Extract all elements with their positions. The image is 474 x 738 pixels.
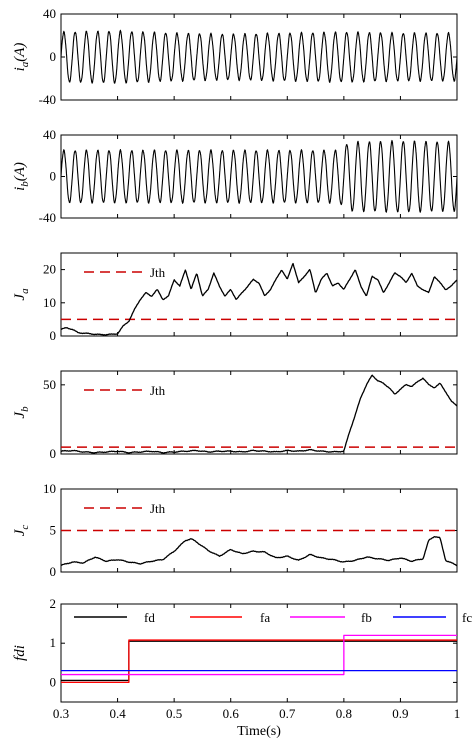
plot-frame	[60, 252, 458, 337]
plot-frame	[60, 370, 458, 455]
y-tick-label: 5	[50, 523, 57, 538]
legend: fd fa fb fc	[74, 610, 472, 625]
y-tick-label: 40	[43, 6, 56, 21]
legend-label-fc: fc	[462, 610, 472, 625]
y-tick-label: 1	[50, 635, 57, 650]
y-tick-label: 50	[43, 377, 56, 392]
chart-panel-3: 0 10 20 Ja Jth	[12, 252, 458, 343]
x-tick-label: 0.9	[392, 706, 408, 721]
y-tick-label: 0	[50, 328, 57, 343]
x-tick-label: 0.3	[53, 706, 69, 721]
legend-label-jth: Jth	[150, 265, 166, 280]
x-tick-label: 0.8	[336, 706, 352, 721]
x-tick-label: 0.6	[223, 706, 240, 721]
legend-label-fb: fb	[361, 610, 372, 625]
series-line	[61, 29, 457, 84]
chart-panel-4: 0 50 Jb Jth	[12, 370, 458, 461]
y-tick-label: 0	[50, 564, 57, 579]
y-tick-label: 2	[50, 596, 57, 611]
legend-label-jth: Jth	[150, 501, 166, 516]
y-tick-label: 10	[43, 295, 56, 310]
y-tick-label: 40	[43, 127, 56, 142]
series-line	[61, 262, 457, 336]
legend-label-jth: Jth	[150, 383, 166, 398]
y-axis-label: Jb	[12, 406, 31, 419]
y-axis-label: ib(A)	[12, 162, 31, 191]
y-axis-label: Jc	[12, 525, 31, 537]
y-axis-label: ia(A)	[12, 43, 31, 72]
y-tick-label: 0	[50, 674, 57, 689]
x-tick-label: 0.7	[279, 706, 296, 721]
y-tick-label: -40	[39, 210, 56, 225]
y-tick-label: 10	[43, 481, 56, 496]
chart-panel-1: -40 0 40 ia(A)	[12, 6, 458, 107]
x-tick-label: 0.4	[109, 706, 126, 721]
series-line	[61, 374, 457, 454]
y-tick-label: 0	[50, 49, 57, 64]
y-tick-label: 0	[50, 446, 57, 461]
legend-label-fa: fa	[260, 610, 270, 625]
chart-panel-5: 0 5 10 Jc Jth	[12, 481, 458, 579]
y-axis-label: Ja	[12, 288, 31, 301]
y-tick-label: -40	[39, 92, 56, 107]
legend-label-fd: fd	[144, 610, 155, 625]
x-axis-label: Time(s)	[237, 724, 281, 738]
series-line	[61, 139, 457, 213]
series-line-fb	[61, 634, 457, 676]
plot-frame	[60, 603, 458, 703]
series-line	[61, 535, 457, 567]
y-tick-label: 0	[50, 169, 57, 184]
y-tick-label: 20	[43, 262, 56, 277]
y-axis-label: fdi	[12, 645, 28, 661]
x-tick-label: 0.5	[166, 706, 182, 721]
chart-panel-2: -40 0 40 ib(A)	[12, 127, 458, 225]
x-tick-label: 1	[454, 706, 461, 721]
series-line-fa	[61, 639, 457, 684]
